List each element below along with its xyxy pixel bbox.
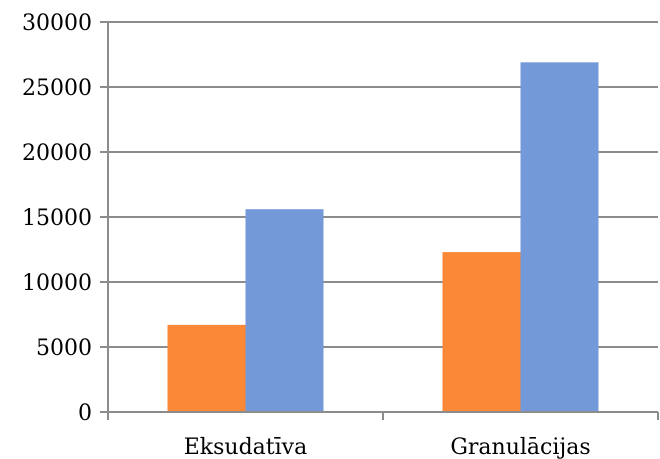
y-tick-label: 0 (78, 401, 92, 426)
axes (100, 21, 659, 420)
y-tick-label: 30000 (22, 11, 92, 36)
y-tick-label: 5000 (36, 336, 92, 361)
x-category-labels: Eksudatīva Granulācijas (184, 435, 591, 459)
bar-series2-1 (520, 62, 599, 413)
bars (167, 62, 599, 413)
y-tick-labels: 0 5000 10000 15000 20000 25000 30000 (22, 11, 92, 426)
y-tick-label: 10000 (22, 271, 92, 296)
y-tick-label: 25000 (22, 76, 92, 101)
bar-series1-1 (442, 252, 521, 412)
x-category-label: Eksudatīva (184, 435, 307, 459)
x-category-label: Granulācijas (450, 435, 590, 459)
bar-series2-0 (245, 209, 324, 412)
bar-series1-0 (167, 324, 246, 412)
y-tick-label: 15000 (22, 206, 92, 231)
y-tick-label: 20000 (22, 141, 92, 166)
